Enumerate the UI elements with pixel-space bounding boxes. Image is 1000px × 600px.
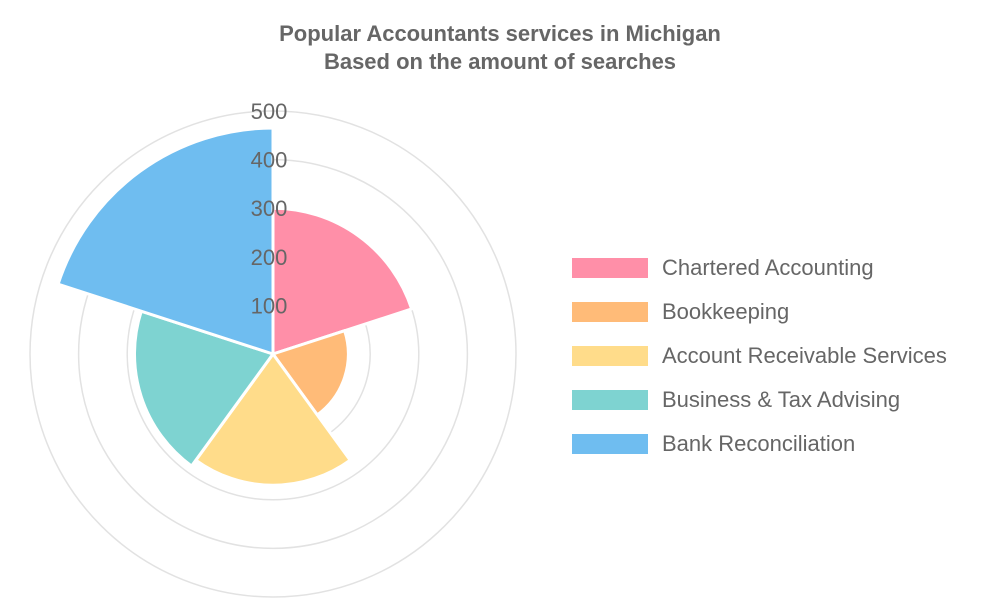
radial-tick-100: 100 (251, 293, 288, 318)
legend-item[interactable]: Bookkeeping (572, 290, 947, 334)
chart-sectors (56, 126, 414, 487)
legend-item[interactable]: Chartered Accounting (572, 246, 947, 290)
legend-item[interactable]: Business & Tax Advising (572, 378, 947, 422)
legend-swatch (572, 258, 648, 278)
grid-circle-500 (29, 110, 517, 598)
chart-subtitle: Based on the amount of searches (323, 49, 677, 74)
chart-title: Popular Accountants services in Michigan (279, 21, 721, 46)
legend-label: Bank Reconciliation (662, 431, 856, 456)
legend-label: Bookkeeping (662, 299, 790, 324)
legend-label: Account Receivable Services (662, 343, 947, 368)
sector-bank-reconciliation[interactable] (56, 126, 275, 356)
legend-swatch (572, 390, 648, 410)
sector-business-tax-advising[interactable] (133, 309, 275, 468)
legend-item[interactable]: Account Receivable Services (572, 334, 947, 378)
radial-tick-300: 300 (251, 196, 288, 221)
sector-bookkeeping[interactable] (271, 329, 350, 417)
legend-swatch (572, 302, 648, 322)
legend-swatch (572, 434, 648, 454)
radial-tick-500: 500 (251, 99, 288, 124)
radial-tick-labels: 100 200 300 400 500 (251, 99, 288, 318)
radial-tick-400: 400 (251, 148, 288, 173)
legend-item[interactable]: Bank Reconciliation (572, 422, 947, 466)
sector-chartered-accounting[interactable] (271, 206, 414, 356)
radial-tick-200: 200 (251, 245, 288, 270)
chart-legend: Chartered Accounting Bookkeeping Account R… (572, 246, 947, 466)
legend-swatch (572, 346, 648, 366)
legend-label: Business & Tax Advising (662, 387, 901, 412)
legend-label: Chartered Accounting (662, 255, 874, 280)
sector-account-receivable-services[interactable] (194, 352, 352, 487)
